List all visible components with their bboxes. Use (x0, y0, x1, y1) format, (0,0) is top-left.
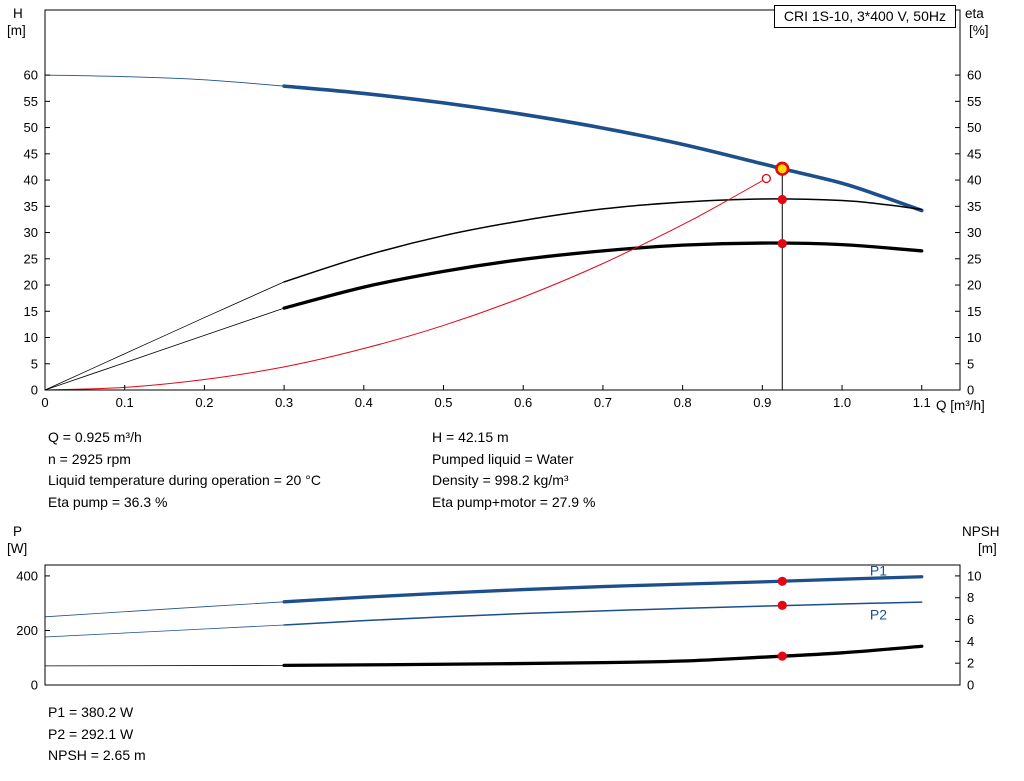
right-tick-label: 6 (967, 612, 974, 627)
eta-pump-point-marker (777, 194, 787, 205)
right-tick-label: 15 (967, 304, 981, 319)
p2-label: P2 (870, 607, 887, 623)
info-line-h: H = 42.15 m (432, 429, 509, 445)
left-tick-label: 45 (24, 146, 38, 161)
left-tick-label: 55 (24, 94, 38, 109)
eta-axis-unit: [%] (969, 23, 989, 38)
npsh-point-marker (777, 651, 787, 661)
p2-point-marker (777, 600, 787, 610)
x-tick-label: 0.1 (116, 395, 134, 410)
right-tick-label: 0 (967, 678, 974, 693)
system-curve-end-marker (761, 173, 771, 184)
x-tick-label: 0 (41, 395, 48, 410)
eta-pump-motor-low-flow-thin-curve (44, 307, 285, 391)
p2-curve (283, 601, 923, 626)
left-tick-label: 60 (24, 68, 38, 83)
x-tick-label: 0.9 (753, 395, 771, 410)
npsh-axis-unit: [m] (978, 541, 997, 556)
right-tick-label: 4 (967, 634, 974, 649)
x-tick-label: 0.6 (514, 395, 532, 410)
p-axis-label: P (13, 524, 23, 539)
right-tick-label: 40 (967, 173, 981, 188)
p1-curve (282, 575, 924, 604)
info-line-npsh: NPSH = 2.65 m (48, 747, 146, 763)
plot-frame (44, 564, 961, 686)
left-tick-label: 50 (24, 120, 38, 135)
left-tick-label: 40 (24, 173, 38, 188)
q-axis-label: Q [m³/h] (936, 398, 985, 413)
left-tick-label: 400 (16, 568, 38, 583)
x-tick-label: 0.8 (674, 395, 692, 410)
p1-point-marker (777, 576, 787, 586)
left-tick-label: 20 (24, 278, 38, 293)
info-line-density: Density = 998.2 kg/m³ (432, 472, 569, 488)
pump-title-box: CRI 1S-10, 3*400 V, 50Hz (773, 5, 956, 28)
hq-eta-chart: 0 5 10 15 20 25 30 35 40 45 50 55 60 0 5 10 15 20 25 30 35 40… (24, 9, 981, 410)
left-tick-label: 25 (24, 251, 38, 266)
info-line-temp: Liquid temperature during operation = 20… (48, 472, 321, 488)
right-tick-label: 8 (967, 590, 974, 605)
right-tick-label: 35 (967, 199, 981, 214)
x-tick-label: 0.7 (594, 395, 612, 410)
left-tick-label: 30 (24, 225, 38, 240)
eta-pump-motor-curve (282, 241, 924, 310)
right-tick-label: 25 (967, 251, 981, 266)
h-curve-low-flow-thin-curve (44, 74, 285, 87)
duty-point-marker (775, 161, 790, 176)
npsh-curve (282, 644, 924, 668)
info-line-eta-pump: Eta pump = 36.3 % (48, 493, 168, 510)
eta-pump-low-flow-thin-curve (44, 281, 285, 391)
right-tick-label: 10 (967, 330, 981, 345)
right-tick-label: 30 (967, 225, 981, 240)
p1-low-flow-thin-curve (44, 601, 285, 618)
info-line-p2: P2 = 292.1 W (48, 725, 134, 742)
right-tick-label: 2 (967, 656, 974, 671)
x-tick-label: 1.1 (913, 395, 931, 410)
info-line-eta-pump-motor: Eta pump+motor = 27.9 % (432, 493, 596, 510)
plot-frame (44, 9, 961, 391)
eta-axis-label: eta (965, 6, 984, 21)
system-curve-curve (44, 177, 767, 391)
power-npsh-chart: 0 200 400 0 2 4 6 8 10 P1 P2 (16, 562, 981, 693)
duty-info-right: H = 42.15 m Pumped liquid = Water Densit… (432, 427, 595, 513)
h-axis-unit: [m] (7, 23, 26, 38)
npsh-low-flow-thin-curve (44, 664, 285, 667)
left-tick-label: 5 (31, 356, 38, 371)
info-line-liquid: Pumped liquid = Water (432, 450, 574, 467)
npsh-axis-label: NPSH (962, 524, 1000, 539)
p1-label: P1 (870, 562, 887, 578)
info-line-p1: P1 = 380.2 W (48, 704, 134, 720)
h-curve-curve (282, 84, 924, 213)
power-info: P1 = 380.2 W P2 = 292.1 W NPSH = 2.65 m (48, 702, 146, 767)
eta-pump-curve (283, 198, 923, 283)
left-tick-label: 200 (16, 623, 38, 638)
duty-info-left: Q = 0.925 m³/h n = 2925 rpm Liquid tempe… (48, 427, 321, 513)
x-tick-label: 0.3 (275, 395, 293, 410)
right-tick-label: 60 (967, 68, 981, 83)
x-tick-label: 0.4 (355, 395, 373, 410)
left-tick-label: 0 (31, 383, 38, 398)
right-tick-label: 55 (967, 94, 981, 109)
left-tick-label: 15 (24, 304, 38, 319)
right-tick-label: 10 (967, 568, 981, 583)
info-line-n: n = 2925 rpm (48, 450, 131, 467)
left-tick-label: 10 (24, 330, 38, 345)
p-axis-unit: [W] (7, 541, 28, 556)
p2-low-flow-thin-curve (44, 624, 285, 638)
right-tick-label: 0 (967, 383, 974, 398)
h-axis-label: H (13, 6, 23, 21)
left-tick-label: 35 (24, 199, 38, 214)
right-tick-label: 50 (967, 120, 981, 135)
x-tick-label: 0.2 (195, 395, 213, 410)
x-tick-label: 0.5 (434, 395, 452, 410)
right-tick-label: 45 (967, 146, 981, 161)
info-line-q: Q = 0.925 m³/h (48, 429, 142, 445)
x-tick-label: 1.0 (833, 395, 851, 410)
right-tick-label: 20 (967, 278, 981, 293)
right-tick-label: 5 (967, 356, 974, 371)
left-tick-label: 0 (31, 678, 38, 693)
eta-pump-motor-point-marker (777, 238, 787, 249)
